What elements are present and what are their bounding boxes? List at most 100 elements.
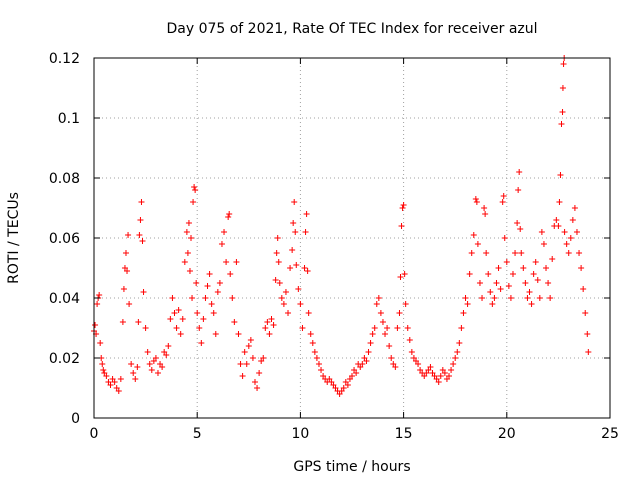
data-point bbox=[94, 301, 101, 307]
data-point bbox=[397, 274, 404, 280]
data-point bbox=[142, 325, 149, 331]
y-tick-label: 0.1 bbox=[58, 111, 80, 127]
data-point bbox=[491, 295, 498, 301]
data-point bbox=[119, 319, 126, 325]
data-point bbox=[448, 367, 455, 373]
data-point bbox=[315, 361, 322, 367]
data-point bbox=[532, 259, 539, 265]
y-tick-label: 0.04 bbox=[49, 291, 80, 307]
data-point bbox=[189, 295, 196, 301]
data-point bbox=[193, 280, 200, 286]
data-point bbox=[303, 211, 310, 217]
data-point bbox=[229, 295, 236, 301]
data-point bbox=[140, 289, 147, 295]
data-point bbox=[493, 280, 500, 286]
data-point bbox=[231, 319, 238, 325]
data-point bbox=[394, 325, 401, 331]
data-point bbox=[135, 319, 142, 325]
data-point bbox=[388, 355, 395, 361]
data-point bbox=[249, 355, 256, 361]
data-point bbox=[115, 388, 122, 394]
data-point bbox=[520, 265, 527, 271]
data-point bbox=[237, 361, 244, 367]
data-point bbox=[582, 310, 589, 316]
data-point bbox=[472, 196, 479, 202]
axis-ticks: 0 5 10 15 20 25 0 0.02 0.04 0.06 0.08 0.1 0.12 bbox=[49, 51, 619, 442]
data-point bbox=[373, 301, 380, 307]
data-point bbox=[522, 280, 529, 286]
data-point bbox=[120, 286, 127, 292]
data-point bbox=[565, 250, 572, 256]
data-point bbox=[196, 325, 203, 331]
data-point bbox=[124, 268, 131, 274]
data-point bbox=[359, 361, 366, 367]
data-point bbox=[285, 310, 292, 316]
data-point bbox=[556, 199, 563, 205]
data-point bbox=[536, 295, 543, 301]
data-point bbox=[134, 364, 141, 370]
y-tick-label: 0.06 bbox=[49, 231, 80, 247]
data-point bbox=[392, 364, 399, 370]
data-point bbox=[485, 271, 492, 277]
data-point bbox=[371, 325, 378, 331]
data-point bbox=[188, 235, 195, 241]
data-point bbox=[406, 337, 413, 343]
data-point bbox=[167, 316, 174, 322]
data-point bbox=[367, 340, 374, 346]
data-point bbox=[171, 310, 178, 316]
data-point bbox=[103, 373, 110, 379]
data-point bbox=[580, 286, 587, 292]
data-point bbox=[148, 367, 155, 373]
data-point bbox=[487, 289, 494, 295]
data-point bbox=[186, 268, 193, 274]
data-point bbox=[458, 325, 465, 331]
y-tick-label: 0.08 bbox=[49, 171, 80, 187]
data-point bbox=[100, 367, 107, 373]
data-point bbox=[191, 184, 198, 190]
data-point bbox=[292, 229, 299, 235]
data-point bbox=[297, 301, 304, 307]
data-point bbox=[185, 220, 192, 226]
data-point bbox=[159, 364, 166, 370]
data-point bbox=[545, 280, 552, 286]
data-point bbox=[260, 355, 267, 361]
data-point bbox=[270, 322, 277, 328]
x-tick-label: 25 bbox=[601, 426, 619, 442]
data-point bbox=[516, 169, 523, 175]
x-axis-label: GPS time / hours bbox=[293, 459, 410, 475]
data-point bbox=[585, 349, 592, 355]
data-point bbox=[214, 289, 221, 295]
data-point bbox=[483, 250, 490, 256]
data-point bbox=[576, 250, 583, 256]
data-point bbox=[528, 301, 535, 307]
data-point bbox=[557, 172, 564, 178]
x-tick-label: 15 bbox=[395, 426, 413, 442]
data-point bbox=[584, 331, 591, 337]
data-point bbox=[128, 361, 135, 367]
data-point bbox=[92, 322, 99, 328]
data-point bbox=[435, 379, 442, 385]
data-point bbox=[547, 295, 554, 301]
data-point bbox=[99, 361, 106, 367]
data-point bbox=[305, 310, 312, 316]
x-tick-label: 20 bbox=[498, 426, 516, 442]
data-point bbox=[225, 214, 232, 220]
data-point bbox=[400, 202, 407, 208]
data-point bbox=[540, 241, 547, 247]
data-point bbox=[567, 235, 574, 241]
data-point bbox=[450, 361, 457, 367]
data-point bbox=[126, 301, 133, 307]
data-point bbox=[169, 295, 176, 301]
data-point bbox=[509, 271, 516, 277]
data-point bbox=[474, 241, 481, 247]
data-point bbox=[553, 217, 560, 223]
data-point bbox=[235, 331, 242, 337]
data-point bbox=[386, 343, 393, 349]
data-point bbox=[396, 310, 403, 316]
data-point bbox=[278, 295, 285, 301]
data-point bbox=[427, 364, 434, 370]
data-point bbox=[573, 229, 580, 235]
data-point bbox=[111, 379, 118, 385]
data-point bbox=[239, 373, 246, 379]
